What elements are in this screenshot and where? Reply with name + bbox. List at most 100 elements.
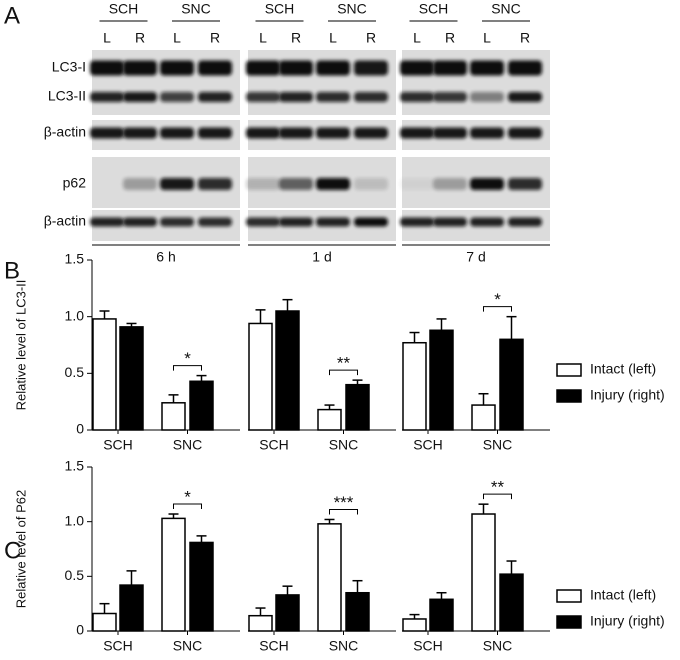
y-tick-label: 0.5 [65, 567, 85, 583]
band [316, 92, 350, 102]
band [400, 127, 434, 139]
band [354, 217, 388, 227]
x-tick-label: SCH [413, 638, 443, 654]
significance-label: ** [337, 354, 351, 373]
significance-bracket [173, 503, 202, 510]
x-tick-label: SCH [103, 437, 133, 453]
band [160, 217, 194, 227]
significance-bracket [173, 365, 202, 371]
bar [402, 341, 427, 431]
band [246, 92, 280, 102]
x-tick-label: SNC [173, 437, 203, 453]
band [198, 217, 232, 227]
significance-label: * [184, 349, 191, 368]
bar [402, 618, 427, 632]
blot [248, 50, 396, 115]
bar [248, 614, 273, 632]
band [90, 60, 124, 76]
bar [119, 326, 144, 431]
band [508, 178, 542, 190]
significance-label: * [184, 487, 191, 506]
significance-bracket [483, 493, 512, 500]
x-tick-label: SNC [329, 437, 359, 453]
band [316, 60, 350, 76]
lane-label: R [520, 30, 530, 46]
panel-label: B [4, 257, 20, 284]
band [279, 92, 313, 102]
band [316, 178, 350, 190]
y-tick-label: 0.5 [65, 364, 85, 380]
lane-label: L [173, 30, 181, 46]
band [279, 60, 313, 76]
x-tick-label: SCH [259, 437, 289, 453]
bar [499, 573, 524, 632]
band [433, 127, 467, 139]
band [90, 127, 124, 139]
band [400, 60, 434, 76]
legend-label: Injury (right) [590, 387, 665, 403]
y-tick-label: 0 [76, 421, 84, 437]
band [354, 127, 388, 139]
legend-swatch [556, 615, 582, 629]
bar [275, 310, 300, 431]
band [470, 217, 504, 227]
band [90, 92, 124, 102]
band [470, 92, 504, 102]
panel-label: A [4, 2, 20, 29]
band [354, 92, 388, 102]
bar [317, 523, 342, 632]
time-label: 1 d [312, 249, 331, 265]
band [160, 178, 194, 190]
bar [429, 598, 454, 632]
condition-label: SCH [419, 1, 449, 17]
y-tick-label: 1.0 [65, 307, 85, 323]
row-label: p62 [63, 175, 87, 191]
lane-label: R [291, 30, 301, 46]
bar [345, 383, 370, 431]
band [354, 60, 388, 76]
lane-label: R [366, 30, 376, 46]
band [160, 127, 194, 139]
x-tick-label: SNC [329, 638, 359, 654]
x-tick-label: SNC [173, 638, 203, 654]
lane-label: R [210, 30, 220, 46]
y-tick-label: 1.5 [65, 458, 85, 474]
band [246, 178, 280, 190]
y-axis-label: Relative level of P62 [13, 490, 28, 609]
band [246, 217, 280, 227]
x-tick-label: SNC [483, 638, 513, 654]
significance-label: * [494, 290, 501, 309]
band [198, 60, 232, 76]
lane-label: L [259, 30, 267, 46]
lane-label: L [413, 30, 421, 46]
bar [161, 402, 186, 431]
condition-label: SCH [109, 1, 139, 17]
significance-bracket [329, 508, 358, 515]
lane-label: L [483, 30, 491, 46]
band [279, 178, 313, 190]
band [433, 178, 467, 190]
lane-label: R [135, 30, 145, 46]
band [400, 178, 434, 190]
lane-label: L [103, 30, 111, 46]
band [123, 178, 157, 190]
bar [92, 612, 117, 632]
band [354, 178, 388, 190]
band [433, 60, 467, 76]
bar [275, 594, 300, 632]
bar [189, 541, 214, 632]
band [123, 217, 157, 227]
row-label: β-actin [44, 124, 86, 140]
band [470, 127, 504, 139]
legend-swatch [556, 363, 582, 377]
band [400, 92, 434, 102]
y-tick-label: 1.5 [65, 251, 85, 267]
blot [92, 50, 240, 115]
band [279, 127, 313, 139]
legend-swatch [556, 389, 582, 403]
x-tick-label: SCH [103, 638, 133, 654]
significance-bracket [329, 369, 358, 376]
band [123, 60, 157, 76]
panel-label: C [4, 537, 21, 564]
